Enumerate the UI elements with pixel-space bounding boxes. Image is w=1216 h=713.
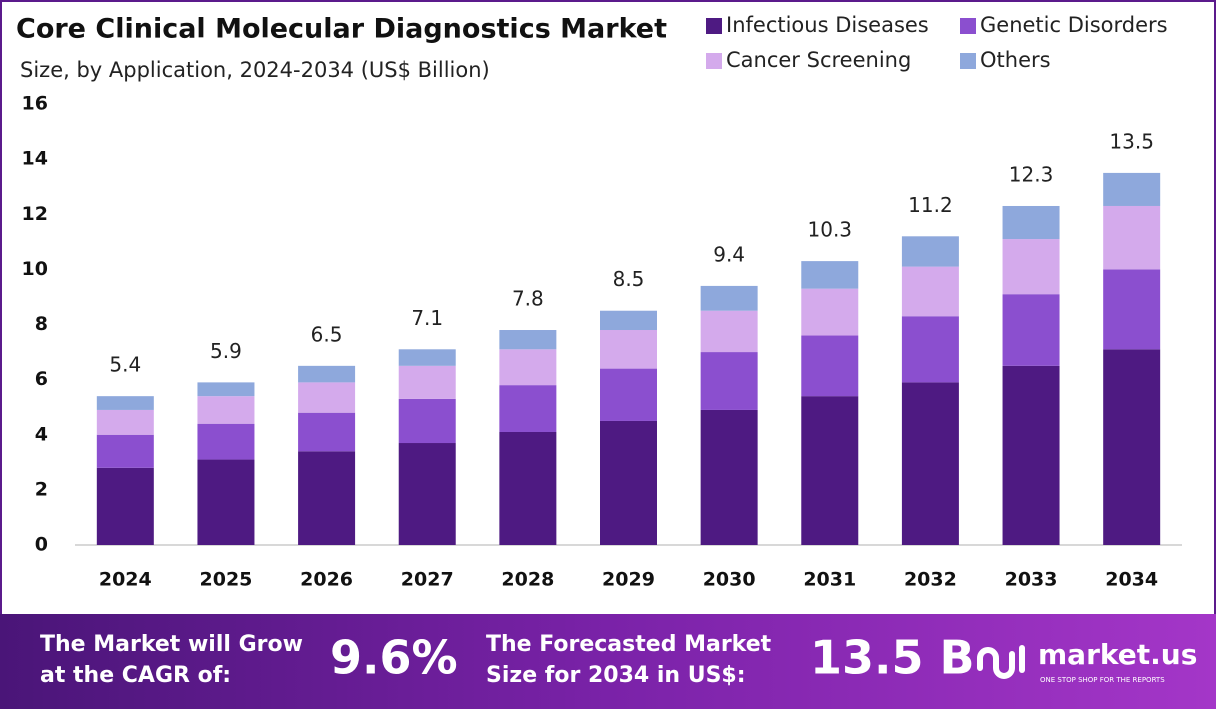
x-tick-label: 2028	[501, 569, 554, 591]
bar-segment	[499, 349, 557, 386]
y-tick-label: 12	[22, 203, 48, 225]
plot: 0 2 4 6 8 10 12 14 16 5.4 2024 5.9 2025 6.5 2026 7.1 202…	[22, 13, 1182, 591]
total-label: 5.9	[210, 339, 242, 363]
bar-segment	[298, 451, 356, 545]
y-tick-label: 2	[35, 478, 48, 500]
bar-segment	[197, 382, 255, 397]
bar-segment	[499, 385, 557, 432]
legend-swatch	[960, 53, 976, 69]
legend-swatch	[960, 18, 976, 34]
bar-segment	[801, 261, 859, 289]
bar-segment	[1103, 172, 1161, 206]
legend-label: Cancer Screening	[726, 48, 911, 72]
y-tick-label: 8	[35, 313, 48, 335]
bar-segment	[96, 409, 154, 435]
x-tick-label: 2033	[1005, 569, 1058, 591]
brand-name: market.us	[1038, 638, 1197, 671]
y-tick-label: 6	[35, 368, 48, 390]
legend-swatch	[706, 18, 722, 34]
bar-segment	[1103, 349, 1161, 545]
bar-segment	[1002, 239, 1060, 295]
bar-segment	[801, 335, 859, 397]
bar-segment	[901, 382, 959, 545]
brand-tagline: ONE STOP SHOP FOR THE REPORTS	[1040, 676, 1165, 684]
bar-segment	[96, 434, 154, 468]
total-label: 9.4	[713, 242, 745, 266]
bar-segment	[901, 266, 959, 317]
bar-segment	[600, 310, 657, 331]
bar-segment	[499, 431, 557, 545]
legend-label: Infectious Diseases	[726, 13, 929, 37]
y-tick-label: 14	[22, 148, 48, 170]
total-label: 6.5	[311, 322, 343, 346]
footer-cagr: 9.6%	[330, 631, 458, 685]
chart-title: Core Clinical Molecular Diagnostics Mark…	[16, 14, 667, 45]
bar-segment	[298, 382, 356, 413]
x-tick-label: 2024	[99, 569, 152, 591]
bar-segment	[700, 352, 758, 410]
bar-segment	[398, 443, 456, 545]
bar-segment	[600, 330, 657, 369]
footer-banner	[0, 614, 1216, 709]
bar-segment	[600, 420, 657, 545]
bar-segment	[499, 330, 557, 350]
total-label: 7.8	[512, 287, 544, 311]
y-tick-label: 0	[35, 534, 48, 556]
y-tick-label: 16	[22, 93, 48, 115]
bar-segment	[197, 423, 255, 460]
chart-subtitle: Size, by Application, 2024-2034 (US$ Bil…	[20, 58, 490, 82]
total-label: 11.2	[908, 193, 953, 217]
footer-text: The Market will Grow	[40, 632, 303, 657]
x-tick-label: 2029	[602, 569, 655, 591]
total-label: 10.3	[808, 218, 853, 242]
total-label: 7.1	[411, 306, 443, 330]
x-tick-label: 2025	[200, 569, 253, 591]
bar-segment	[700, 409, 758, 545]
bar-segment	[801, 396, 859, 545]
total-label: 8.5	[613, 267, 645, 291]
footer-text: at the CAGR of:	[40, 663, 231, 688]
total-label: 13.5	[1109, 129, 1154, 153]
bar-segment	[298, 365, 356, 383]
bar-segment	[197, 459, 255, 545]
bar-segment	[700, 285, 758, 311]
x-tick-label: 2031	[803, 569, 856, 591]
bar-segment	[398, 398, 456, 444]
x-tick-label: 2032	[904, 569, 957, 591]
x-tick-label: 2027	[401, 569, 454, 591]
brand-logo	[977, 645, 1025, 679]
footer-forecast: 13.5 B	[810, 631, 975, 685]
bar-segment	[801, 288, 859, 336]
bar-segment	[1103, 205, 1161, 270]
legend-label: Others	[980, 48, 1051, 72]
footer-text: Size for 2034 in US$:	[486, 663, 746, 688]
bar-segment	[901, 316, 959, 383]
total-label: 5.4	[109, 353, 141, 377]
y-tick-label: 4	[35, 423, 48, 445]
bar-segment	[96, 467, 154, 545]
footer-text: The Forecasted Market	[486, 632, 772, 657]
bar-segment	[700, 310, 758, 353]
y-tick-label: 10	[22, 258, 48, 280]
bar-segment	[1103, 269, 1161, 350]
legend-label: Genetic Disorders	[980, 13, 1168, 37]
x-tick-label: 2026	[300, 569, 353, 591]
bar-segment	[96, 396, 154, 410]
bar-segment	[600, 368, 657, 421]
bar-segment	[398, 365, 456, 399]
total-label: 12.3	[1009, 162, 1054, 186]
bar-segment	[197, 396, 255, 424]
legend-swatch	[706, 53, 722, 69]
bar-segment	[1002, 365, 1060, 545]
bar-segment	[1002, 205, 1060, 240]
x-tick-label: 2034	[1105, 569, 1158, 591]
bar-segment	[398, 349, 456, 366]
bar-segment	[901, 236, 959, 267]
bar-segment	[298, 412, 356, 452]
bar-segment	[1002, 294, 1060, 366]
x-tick-label: 2030	[703, 569, 756, 591]
